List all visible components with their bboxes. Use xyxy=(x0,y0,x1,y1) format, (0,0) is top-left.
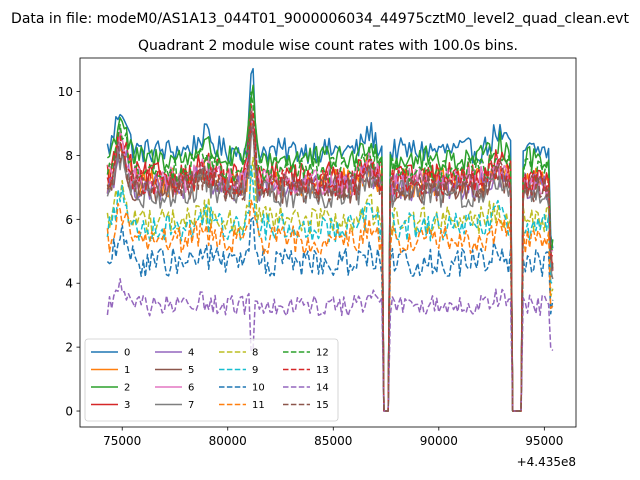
legend-label-9: 9 xyxy=(252,365,258,376)
legend-label-3: 3 xyxy=(124,400,130,411)
y-axis: 0 2 4 6 8 10 xyxy=(58,85,80,419)
legend-label-4: 4 xyxy=(188,348,194,359)
legend-label-10: 10 xyxy=(252,383,265,394)
x-tick-label: 85000 xyxy=(314,434,352,448)
axes-frame xyxy=(79,57,577,428)
x-offset-label: +4.435e8 xyxy=(517,455,576,469)
series-line-9 xyxy=(106,165,554,412)
legend-label-14: 14 xyxy=(316,383,329,394)
legend-label-8: 8 xyxy=(252,348,258,359)
series-line-7 xyxy=(106,132,554,412)
y-tick-label: 8 xyxy=(65,149,73,163)
x-tick-label: 75000 xyxy=(103,434,141,448)
legend-label-6: 6 xyxy=(188,383,194,394)
series-line-15 xyxy=(106,110,554,412)
series-line-10 xyxy=(106,217,554,412)
legend-label-0: 0 xyxy=(124,348,130,359)
legend-label-15: 15 xyxy=(316,400,329,411)
series-line-12 xyxy=(106,91,554,412)
legend-label-5: 5 xyxy=(188,365,194,376)
legend-label-1: 1 xyxy=(124,365,130,376)
y-tick-label: 10 xyxy=(58,85,73,99)
series-line-0 xyxy=(106,67,554,412)
y-tick-label: 0 xyxy=(65,405,73,419)
series-lines xyxy=(106,67,554,412)
x-tick-label: 80000 xyxy=(209,434,247,448)
x-tick-label: 90000 xyxy=(420,434,458,448)
series-line-11 xyxy=(106,199,554,412)
legend-label-2: 2 xyxy=(124,383,130,394)
y-tick-label: 4 xyxy=(65,277,73,291)
chart-title: Quadrant 2 module wise count rates with … xyxy=(138,38,518,54)
series-line-13 xyxy=(106,111,554,412)
y-tick-label: 2 xyxy=(65,341,73,355)
series-line-14 xyxy=(106,277,554,412)
series-line-8 xyxy=(106,156,554,412)
figure-suptitle: Data in file: modeM0/AS1A13_044T01_90000… xyxy=(11,11,629,27)
y-tick-label: 6 xyxy=(65,213,73,227)
legend-label-7: 7 xyxy=(188,400,194,411)
x-tick-label: 95000 xyxy=(525,434,563,448)
legend-frame xyxy=(84,338,339,422)
legend-label-12: 12 xyxy=(316,348,329,359)
x-axis: 75000 80000 85000 90000 95000 xyxy=(103,427,563,448)
legend-label-11: 11 xyxy=(252,400,265,411)
legend-label-13: 13 xyxy=(316,365,329,376)
